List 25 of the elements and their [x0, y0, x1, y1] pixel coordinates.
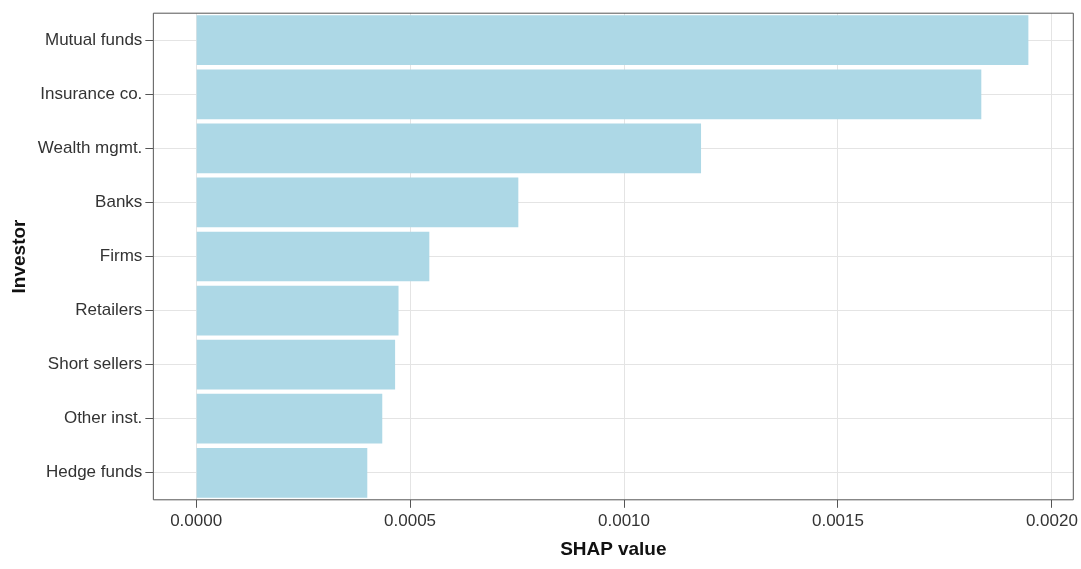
- bar: [196, 285, 399, 336]
- y-tick-label: Retailers: [75, 300, 143, 320]
- x-tick-label: 0.0000: [170, 510, 223, 530]
- x-axis-title: SHAP value: [560, 537, 667, 559]
- x-tick-label: 0.0010: [598, 510, 651, 530]
- y-tick-label: Hedge funds: [45, 462, 143, 482]
- y-tick-label: Insurance co.: [40, 83, 143, 103]
- x-tick-label: 0.0020: [1025, 510, 1078, 530]
- bar: [196, 231, 430, 282]
- bar: [196, 177, 519, 228]
- bar: [196, 393, 383, 444]
- bar: [196, 15, 1029, 66]
- y-tick-label: Wealth mgmt.: [37, 138, 143, 158]
- bar: [196, 339, 396, 390]
- y-tick-label: Firms: [99, 246, 143, 266]
- y-tick-label: Banks: [95, 192, 143, 212]
- bar: [196, 69, 982, 120]
- y-axis-title: Investor: [7, 218, 29, 294]
- bar: [196, 123, 702, 174]
- y-tick-label: Short sellers: [47, 354, 143, 374]
- y-tick-label: Mutual funds: [45, 29, 143, 49]
- y-tick-label: Other inst.: [63, 408, 143, 428]
- x-tick-label: 0.0005: [384, 510, 437, 530]
- x-tick-label: 0.0015: [811, 510, 864, 530]
- bar: [196, 447, 368, 498]
